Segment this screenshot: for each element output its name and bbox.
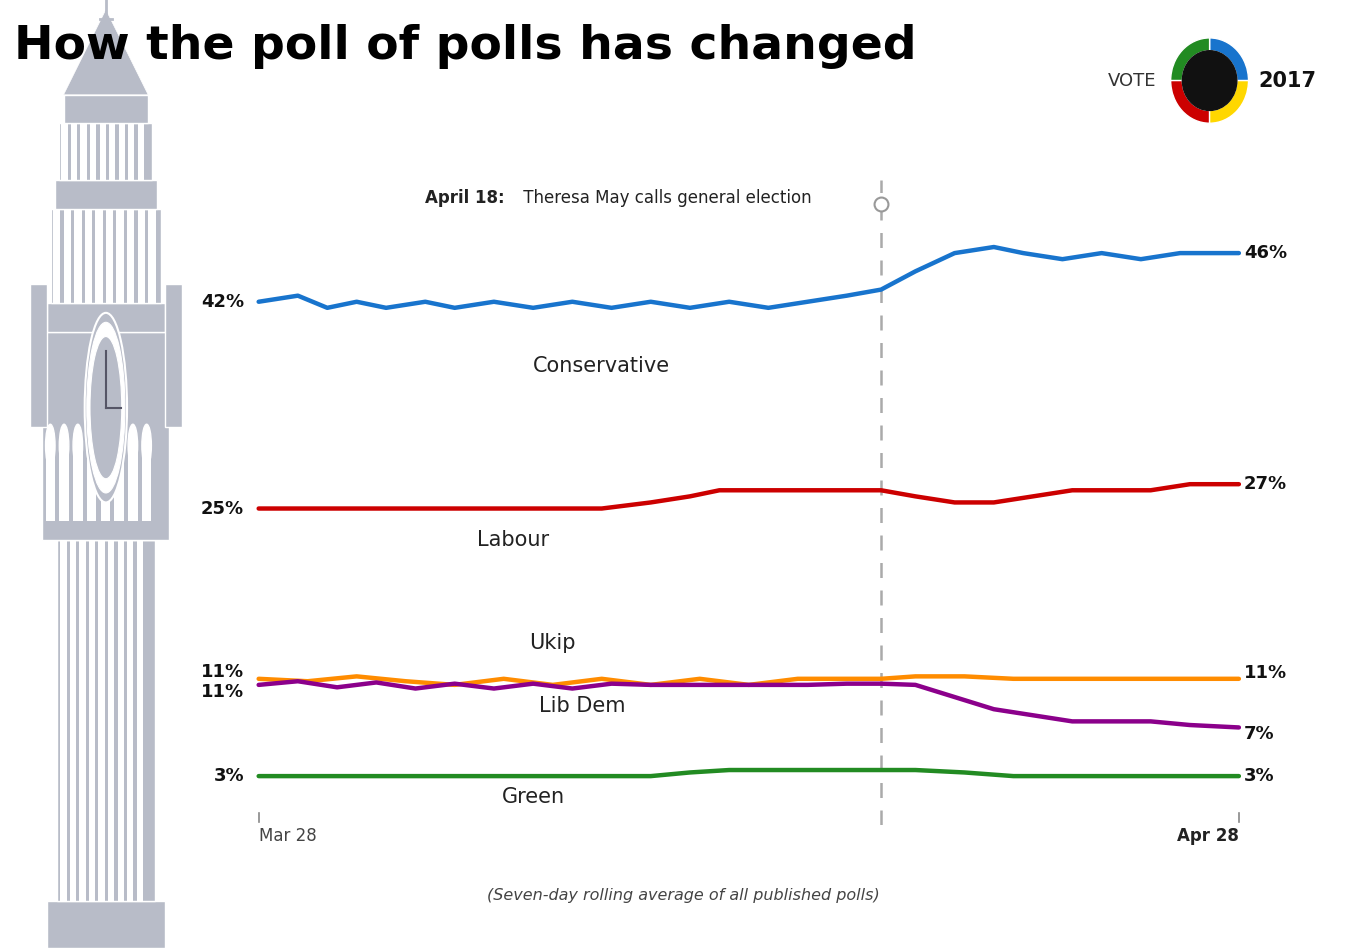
Bar (90, 123, 97, 180)
Circle shape (142, 425, 152, 467)
Circle shape (87, 322, 124, 493)
Bar (115, 446, 124, 521)
Text: Conservative: Conservative (533, 356, 671, 376)
Bar (70, 540, 76, 901)
Bar (108, 540, 115, 901)
Text: Labour: Labour (478, 531, 549, 551)
Wedge shape (1171, 81, 1210, 123)
Text: 11%: 11% (201, 663, 245, 681)
Circle shape (45, 425, 55, 467)
Bar (60, 540, 67, 901)
Text: 2017: 2017 (1258, 70, 1317, 91)
Bar (51, 209, 161, 303)
Bar (79, 540, 86, 901)
Bar (57, 540, 154, 901)
Bar (46, 303, 165, 332)
Bar (127, 209, 134, 303)
Text: 3%: 3% (213, 767, 245, 785)
Bar (42, 493, 169, 540)
Bar (53, 209, 60, 303)
Circle shape (101, 425, 111, 467)
Text: Theresa May calls general election: Theresa May calls general election (519, 190, 811, 208)
Text: 11%: 11% (1244, 664, 1287, 682)
Text: April 18:: April 18: (425, 190, 505, 208)
Bar (74, 209, 82, 303)
Text: VOTE: VOTE (1108, 72, 1156, 89)
Bar (81, 123, 87, 180)
Circle shape (128, 425, 138, 467)
Text: 3%: 3% (1244, 767, 1274, 785)
Bar (119, 123, 124, 180)
Bar (72, 446, 82, 521)
Bar (85, 209, 92, 303)
Bar (100, 123, 107, 180)
Bar (30, 284, 46, 427)
Circle shape (59, 425, 68, 467)
Bar (96, 209, 102, 303)
Wedge shape (1210, 81, 1249, 123)
Text: Ukip: Ukip (530, 632, 576, 652)
Text: PA: PA (1277, 897, 1315, 925)
Bar (165, 284, 182, 427)
Bar (59, 123, 153, 180)
Bar (137, 540, 143, 901)
Bar (71, 123, 78, 180)
Circle shape (87, 425, 97, 467)
Bar (46, 901, 165, 948)
Text: 11%: 11% (201, 684, 245, 702)
Bar (59, 446, 68, 521)
Bar (109, 123, 115, 180)
Bar (105, 209, 113, 303)
Bar (138, 209, 145, 303)
Text: Green: Green (501, 787, 564, 807)
Bar (98, 540, 105, 901)
Text: 27%: 27% (1244, 475, 1287, 493)
Text: (Seven-day rolling average of all published polls): (Seven-day rolling average of all publis… (486, 888, 880, 903)
Circle shape (72, 425, 82, 467)
Text: Lib Dem: Lib Dem (538, 696, 626, 716)
Text: 42%: 42% (201, 293, 245, 311)
Circle shape (1183, 50, 1236, 111)
Wedge shape (1171, 38, 1210, 81)
Bar (61, 123, 68, 180)
Bar (142, 446, 152, 521)
Circle shape (85, 313, 127, 502)
Bar (45, 446, 55, 521)
Bar (63, 95, 148, 123)
Circle shape (115, 425, 124, 467)
Bar (128, 446, 138, 521)
Wedge shape (1210, 38, 1249, 81)
Bar (127, 540, 134, 901)
Bar (148, 209, 156, 303)
Text: 25%: 25% (201, 500, 245, 518)
Bar (42, 332, 169, 540)
Text: 7%: 7% (1244, 724, 1274, 742)
Text: Apr 28: Apr 28 (1177, 828, 1239, 846)
Bar (116, 209, 124, 303)
Polygon shape (63, 9, 148, 95)
Bar (117, 540, 124, 901)
Bar (89, 540, 96, 901)
Text: Mar 28: Mar 28 (258, 828, 317, 846)
Bar (87, 446, 97, 521)
Bar (101, 446, 111, 521)
Text: How the poll of polls has changed: How the poll of polls has changed (14, 24, 917, 68)
Bar (55, 180, 157, 209)
Text: 46%: 46% (1244, 244, 1287, 262)
Bar (138, 123, 143, 180)
Bar (128, 123, 134, 180)
Circle shape (90, 337, 122, 479)
Bar (63, 209, 71, 303)
